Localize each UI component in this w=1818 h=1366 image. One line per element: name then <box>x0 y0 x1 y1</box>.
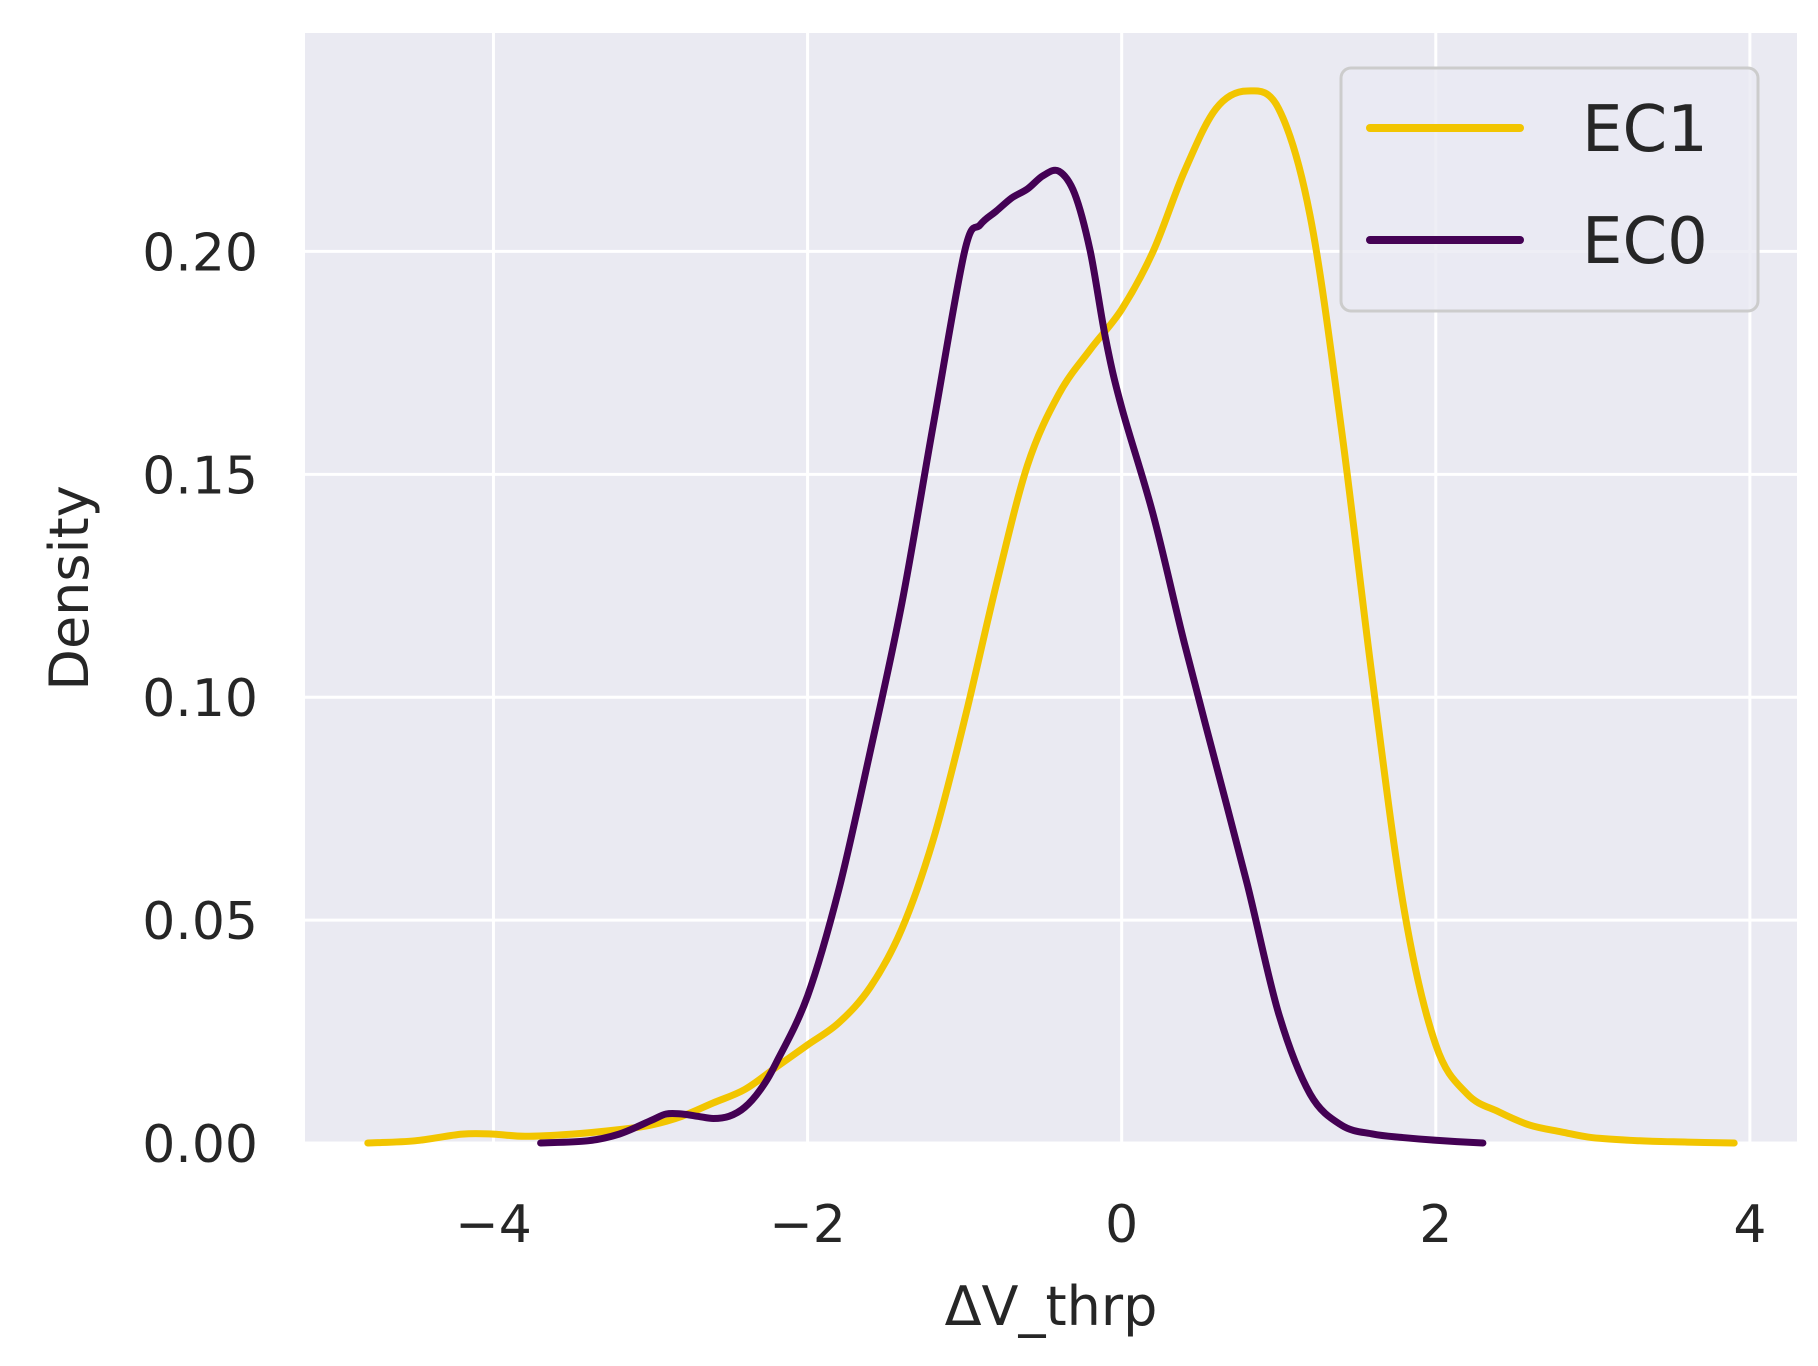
series-line-ec1 <box>364 87 1738 1147</box>
legend: EC1 EC0 <box>1339 66 1760 313</box>
y-axis-label: Density <box>38 485 101 690</box>
y-tick-label: 0.05 <box>142 892 258 952</box>
series-line-ec0 <box>537 166 1487 1147</box>
y-axis-ticks: 0.00 0.05 0.10 0.15 0.20 <box>142 223 258 1175</box>
x-axis-label: ΔV_thrp <box>945 1275 1158 1338</box>
y-tick-label: 0.20 <box>142 223 258 283</box>
legend-label-ec1: EC1 <box>1582 93 1708 167</box>
x-tick-label: 2 <box>1419 1195 1452 1255</box>
y-tick-label: 0.10 <box>142 669 258 729</box>
series-lines <box>364 87 1738 1147</box>
x-tick-label: 0 <box>1105 1195 1138 1255</box>
x-axis-ticks: −4 −2 0 2 4 <box>455 1195 1766 1255</box>
x-tick-label: 4 <box>1733 1195 1766 1255</box>
legend-label-ec0: EC0 <box>1582 205 1708 279</box>
x-tick-label: −2 <box>769 1195 846 1255</box>
y-tick-label: 0.15 <box>142 446 258 506</box>
y-tick-label: 0.00 <box>142 1115 258 1175</box>
x-tick-label: −4 <box>455 1195 532 1255</box>
